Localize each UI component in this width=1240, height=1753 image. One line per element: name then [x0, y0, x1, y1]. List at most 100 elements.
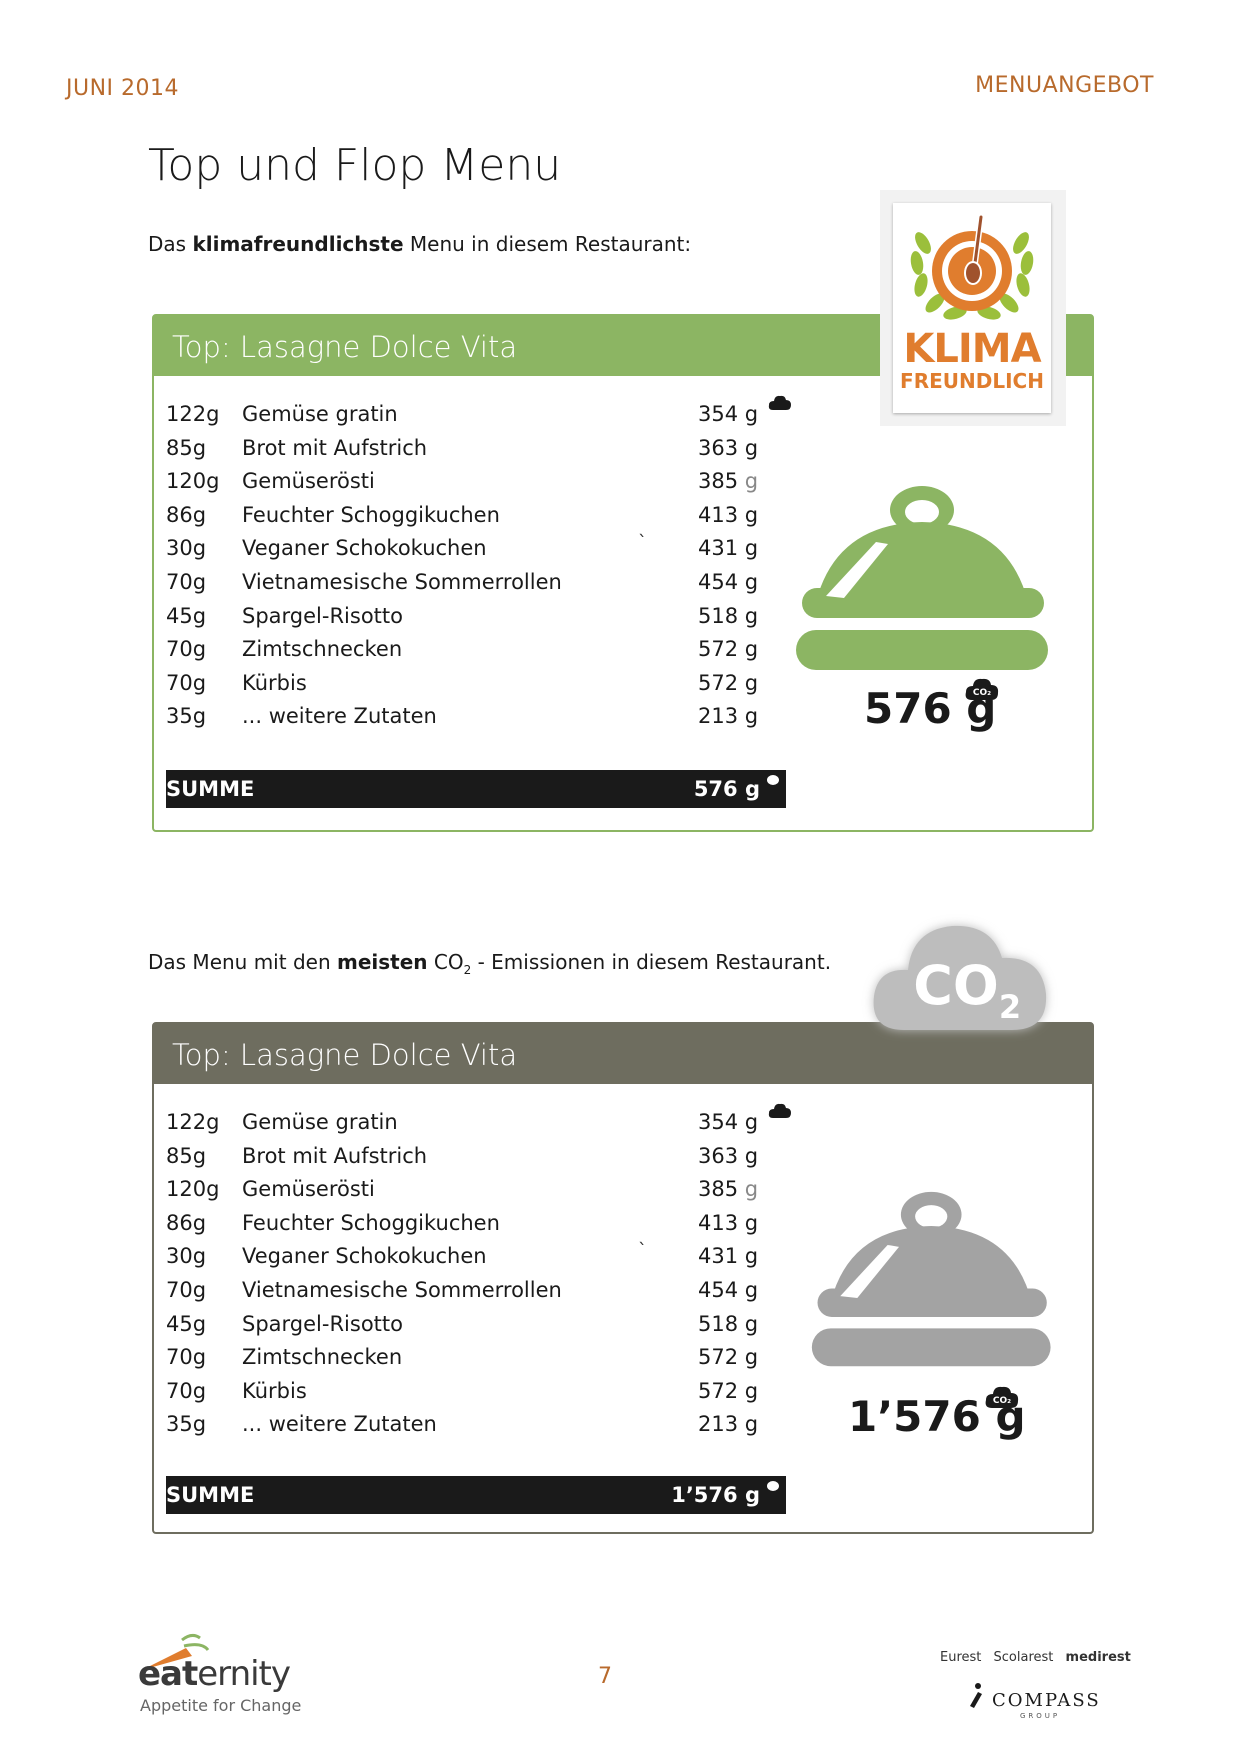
ingredient-name: Feuchter Schoggikuchen — [242, 1210, 500, 1235]
co2-cloud-large-icon: CO 2 — [873, 925, 1047, 1030]
co2-cloud-icon — [768, 395, 791, 410]
ingredient-name: Vietnamesische Sommerrollen — [242, 569, 562, 594]
ingredient-name: Brot mit Aufstrich — [242, 435, 428, 460]
co2-cloud-icon: CO₂ — [965, 678, 999, 700]
ingredient-weight: 70g — [166, 1378, 207, 1403]
cloche-icon — [796, 486, 1048, 670]
co2-cloud-icon — [767, 1481, 779, 1491]
ingredient-row: 70g Vietnamesische Sommerrollen 454 g — [166, 1278, 796, 1312]
ingredient-name: Zimtschnecken — [242, 1345, 403, 1370]
ingredient-weight: 120g — [166, 1177, 220, 1202]
ingredient-name: Gemüse gratin — [242, 402, 398, 426]
ingredient-weight: 35g — [166, 1412, 207, 1437]
top-sum-label: SUMME — [166, 777, 255, 801]
ingredient-name: Kürbis — [242, 670, 307, 695]
brand-medirest: medirest — [1065, 1650, 1131, 1665]
ingredient-name: Veganer Schokokuchen — [242, 1244, 487, 1269]
ingredient-row: 35g ... weitere Zutaten 213 g — [166, 704, 796, 738]
ingredient-weight: 85g — [166, 1143, 207, 1168]
ingredient-co2: 572 g — [698, 670, 759, 695]
ingredient-weight: 70g — [166, 1277, 207, 1302]
ingredient-row: 45g Spargel-Risotto 518 g — [166, 1312, 796, 1346]
svg-text:CO: CO — [913, 954, 999, 1017]
page-title: Top und Flop Menu — [148, 140, 562, 191]
ingredient-row: 70g Zimtschnecken 572 g — [166, 1345, 796, 1379]
ingredient-row: 30g Veganer Schokokuchen 431 g ` — [166, 532, 796, 570]
ingredient-row: 85g Brot mit Aufstrich 363 g — [166, 436, 796, 470]
ingredient-name: Vietnamesische Sommerrollen — [242, 1277, 562, 1302]
ingredient-co2: 572 g — [698, 637, 759, 662]
header-section: MENUANGEBOT — [975, 73, 1154, 98]
ingredient-row: 30g Veganer Schokokuchen 431 g ` — [166, 1240, 796, 1278]
ingredient-row: 35g ... weitere Zutaten 213 g — [166, 1412, 796, 1446]
flop-panel-title: Top: Lasagne Dolce Vita — [154, 1024, 1092, 1084]
ingredient-name: Zimtschnecken — [242, 637, 403, 662]
ingredient-row: 70g Vietnamesische Sommerrollen 454 g — [166, 570, 796, 604]
ingredient-co2: 354 g — [698, 402, 759, 426]
ingredient-weight: 45g — [166, 603, 207, 628]
ingredient-name: Brot mit Aufstrich — [242, 1143, 428, 1168]
header-date: JUNI 2014 — [66, 76, 180, 101]
compass-icon — [970, 1683, 982, 1708]
ingredient-weight: 122g — [166, 1110, 220, 1134]
ingredient-co2: 572 g — [698, 1345, 759, 1370]
brand-eurest: Eurest — [940, 1650, 982, 1665]
top-sum-value: 576 g — [693, 777, 760, 801]
flop-intro: Das Menu mit den meisten CO2 - Emissione… — [148, 950, 832, 977]
ingredient-weight: 70g — [166, 670, 207, 695]
laurel-spoon-icon — [910, 214, 1034, 320]
svg-text:CO₂: CO₂ — [973, 688, 991, 698]
ingredient-name: Feuchter Schoggikuchen — [242, 502, 500, 527]
ingredient-co2: 413 g — [698, 1210, 759, 1235]
ingredient-row: 70g Zimtschnecken 572 g — [166, 637, 796, 671]
carrot-icon — [142, 1633, 210, 1670]
compass-text: COMPASS — [992, 1690, 1101, 1711]
ingredient-co2: 454 g — [698, 569, 759, 594]
top-menu-panel: Top: Lasagne Dolce Vita 122g Gemüse grati… — [152, 314, 1094, 832]
ingredient-co2: 572 g — [698, 1378, 759, 1403]
flop-sum-bar: SUMME 1’576 g — [166, 1476, 786, 1514]
top-ingredient-list: 122g Gemüse gratin 354 g 85g Brot mit Aufstr… — [166, 395, 796, 738]
ingredient-name: Veganer Schokokuchen — [242, 536, 487, 561]
ingredient-co2: 431 g — [698, 536, 759, 561]
flop-menu-panel: Top: Lasagne Dolce Vita 122g Gemüse grati… — [152, 1022, 1094, 1534]
ingredient-co2: 385 g — [698, 1177, 759, 1202]
ingredient-weight: 30g — [166, 1244, 207, 1269]
ingredient-weight: 70g — [166, 569, 207, 594]
badge-line1: KLIMA — [903, 326, 1041, 372]
flop-sum-label: SUMME — [166, 1483, 255, 1507]
eaternity-logo: eaternity Appetite for Change — [124, 1632, 304, 1715]
ingredient-weight: 35g — [166, 704, 207, 729]
ingredient-row: 86g Feuchter Schoggikuchen 413 g — [166, 1211, 796, 1245]
ingredient-name: Spargel-Risotto — [242, 1311, 403, 1336]
ingredient-co2: 431 g — [698, 1244, 759, 1269]
co2-cloud-icon — [768, 1103, 791, 1118]
top-intro: Das klimafreundlichste Menu in diesem Re… — [148, 232, 692, 256]
top-sum-bar: SUMME 576 g — [166, 770, 786, 808]
ingredient-name: ... weitere Zutaten — [242, 704, 437, 729]
page-number: 7 — [598, 1664, 612, 1689]
ingredient-co2: 213 g — [698, 704, 759, 729]
ingredient-row: 70g Kürbis 572 g — [166, 671, 796, 705]
compass-group-logos: Eurest Scolarest medirest COMPASS GROUP — [940, 1638, 1131, 1728]
ingredient-co2: 413 g — [698, 502, 759, 527]
ingredient-co2: 363 g — [698, 1143, 759, 1168]
ingredient-row: 45g Spargel-Risotto 518 g — [166, 604, 796, 638]
stray-tick-mark: ` — [638, 1240, 647, 1262]
ingredient-name: Gemüserösti — [242, 1177, 375, 1202]
co2-cloud-icon: CO₂ — [985, 1386, 1019, 1408]
ingredient-row: 120g Gemüserösti 385 g — [166, 469, 796, 503]
ingredient-row: 122g Gemüse gratin 354 g — [166, 1103, 796, 1144]
ingredient-name: Kürbis — [242, 1378, 307, 1403]
ingredient-name: ... weitere Zutaten — [242, 1412, 437, 1437]
ingredient-row: 70g Kürbis 572 g — [166, 1379, 796, 1413]
brand-scolarest: Scolarest — [993, 1650, 1054, 1665]
ingredient-weight: 86g — [166, 1210, 207, 1235]
ingredient-row: 122g Gemüse gratin 354 g — [166, 395, 796, 436]
stray-tick-mark: ` — [638, 532, 647, 554]
ingredient-row: 85g Brot mit Aufstrich 363 g — [166, 1144, 796, 1178]
badge-line2: FREUNDLICH — [900, 369, 1044, 393]
compass-sub: GROUP — [1020, 1712, 1061, 1720]
flop-sum-value: 1’576 g — [671, 1483, 760, 1507]
ingredient-co2: 354 g — [698, 1110, 759, 1134]
